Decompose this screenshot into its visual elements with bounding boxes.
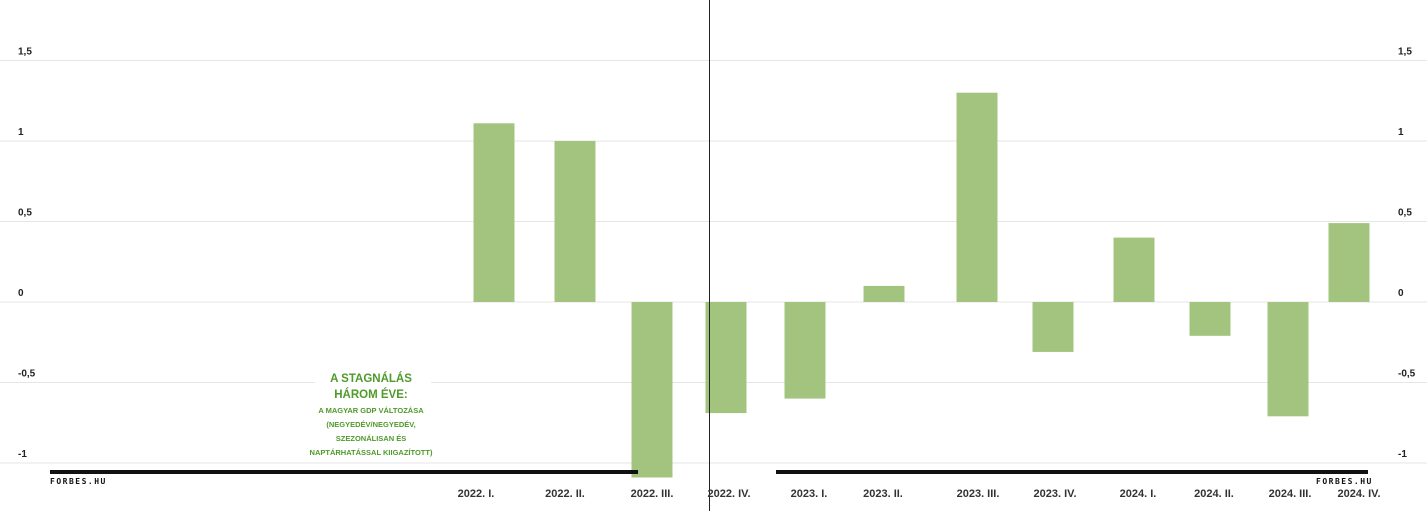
x-category-label: 2023. IV. — [1033, 488, 1076, 500]
bar — [863, 285, 905, 302]
y-tick-label-left: 1,5 — [18, 47, 32, 58]
left-baseline-bar — [50, 470, 638, 474]
x-category-label: 2023. III. — [957, 488, 1000, 500]
bar — [784, 302, 826, 399]
y-tick-label-left: 0 — [18, 288, 24, 299]
x-category-label: 2024. II. — [1194, 488, 1234, 500]
x-category-label: 2023. II. — [863, 488, 903, 500]
x-category-label: 2022. III. — [631, 488, 674, 500]
y-tick-label-right: 1 — [1398, 127, 1404, 138]
bar — [1267, 302, 1309, 417]
x-category-label: 2022. IV. — [707, 488, 750, 500]
y-tick-label-left: -0,5 — [18, 369, 36, 380]
bar — [1189, 302, 1231, 336]
credit-right: FORBES.HU — [1316, 477, 1373, 486]
x-category-label: 2023. I. — [791, 488, 828, 500]
right-baseline-bar — [776, 470, 1368, 474]
y-axis-left: 1,5 1 0,5 0 -0,5 -1 — [18, 47, 36, 461]
annotation-title-line-1: A STAGNÁLÁS — [330, 372, 412, 385]
annotation: A STAGNÁLÁS HÁROM ÉVE: A MAGYAR GDP VÁLT… — [310, 366, 433, 462]
bar — [631, 302, 673, 478]
x-category-label: 2024. IV. — [1337, 488, 1380, 500]
y-axis-right: 1,5 1 0,5 0 -0,5 -1 — [1398, 47, 1416, 461]
bar — [956, 92, 998, 302]
y-tick-label-right: 0,5 — [1398, 208, 1412, 219]
annotation-sub-line-3: SZEZONÁLISAN ÉS — [336, 434, 406, 443]
x-category-label: 2024. I. — [1120, 488, 1157, 500]
category-labels: 2022. I. 2022. II. 2022. III. 2022. IV. 2023… — [458, 488, 1381, 500]
x-category-label: 2022. II. — [545, 488, 585, 500]
x-category-label: 2024. III. — [1269, 488, 1312, 500]
y-tick-label-left: 1 — [18, 127, 24, 138]
credit-left: FORBES.HU — [50, 477, 107, 486]
annotation-sub-line-1: A MAGYAR GDP VÁLTOZÁSA — [318, 406, 424, 415]
annotation-sub-line-4: NAPTÁRHATÁSSAL KIIGAZÍTOTT) — [310, 448, 433, 457]
annotation-background — [315, 366, 431, 462]
y-tick-label-right: 1,5 — [1398, 47, 1412, 58]
bar — [1328, 223, 1370, 302]
y-tick-label-left: -1 — [18, 449, 27, 460]
bar — [554, 141, 596, 302]
annotation-title-line-2: HÁROM ÉVE: — [334, 388, 407, 401]
bar — [1113, 237, 1155, 302]
y-tick-label-right: 0 — [1398, 288, 1404, 299]
bar — [473, 123, 515, 302]
bar — [1032, 302, 1074, 352]
y-tick-label-right: -1 — [1398, 449, 1407, 460]
bars — [473, 92, 1370, 478]
y-tick-label-left: 0,5 — [18, 208, 32, 219]
annotation-sub-line-2: (NEGYEDÉV/NEGYEDÉV, — [326, 420, 415, 429]
y-tick-label-right: -0,5 — [1398, 369, 1416, 380]
x-category-label: 2022. I. — [458, 488, 495, 500]
bar — [705, 302, 747, 414]
